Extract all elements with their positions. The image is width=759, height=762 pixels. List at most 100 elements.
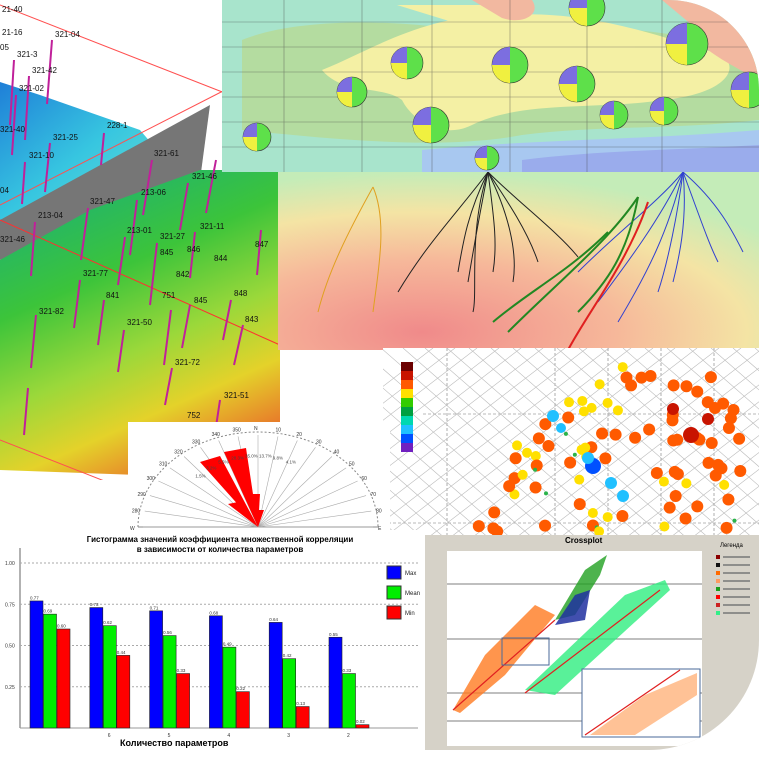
rose-percent-label: 35.0% <box>245 453 258 458</box>
well-label: 321-82 <box>39 307 64 316</box>
well-label: 321-47 <box>90 197 115 206</box>
crossplot-legend-title: Легенда <box>720 543 743 549</box>
bar-value-label: 0.33 <box>177 668 186 673</box>
bar-max <box>29 600 44 729</box>
crossplot-window[interactable]: Crossplot Легенда <box>425 535 759 750</box>
y-tick-label: 1.00 <box>5 561 15 567</box>
bubble <box>612 405 623 416</box>
crossplot-legend-swatch <box>716 555 720 559</box>
pie-marker[interactable] <box>665 22 709 66</box>
3d-surface-view[interactable]: 21-40 21-16 321-04 05 321-3 321-42 321-0… <box>0 0 290 480</box>
bubble <box>650 466 663 479</box>
well-label: 213-04 <box>38 211 63 220</box>
well-label: 213-06 <box>141 188 166 197</box>
pie-marker[interactable] <box>390 46 424 80</box>
bubble <box>487 522 500 535</box>
rose-direction-label: E <box>378 526 382 532</box>
rose-direction-label: 330 <box>192 439 201 445</box>
bubble <box>715 462 728 475</box>
pie-marker[interactable] <box>336 76 368 108</box>
well-label: 321-42 <box>32 66 57 75</box>
pie-marker[interactable] <box>491 46 529 84</box>
bar-max <box>209 615 223 729</box>
bubble-map[interactable] <box>383 348 759 540</box>
pie-marker[interactable] <box>474 145 500 171</box>
rose-diagram[interactable]: N 10 20 30 40 50 60 70 80 E 350 340 330 320 310 300 290 2… <box>128 422 390 534</box>
well-label: 845 <box>160 248 174 257</box>
y-tick-label: 0.50 <box>5 644 15 650</box>
pie-marker[interactable] <box>730 71 759 109</box>
rose-percent-label: 28.3% <box>231 455 244 460</box>
rose-direction-label: N <box>254 426 258 432</box>
bubble <box>594 526 605 537</box>
bar-value-label: 0.02 <box>356 719 365 724</box>
bar-min <box>355 724 370 729</box>
rose-percent-label: 4.1% <box>286 460 296 465</box>
rose-direction-label: 320 <box>174 449 183 455</box>
pie-marker[interactable] <box>649 96 679 126</box>
legend-label: Min <box>405 611 415 617</box>
rose-direction-label: 40 <box>334 449 340 455</box>
bar-max <box>268 622 283 729</box>
bar-mean <box>103 625 117 729</box>
well-label: 213-01 <box>127 226 152 235</box>
bar-min <box>116 655 131 729</box>
crossplot-legend-swatch <box>716 603 720 607</box>
bubble <box>509 489 520 500</box>
well-label: 321-10 <box>29 151 54 160</box>
bar-value-label: 0.13 <box>296 701 305 706</box>
bubble <box>669 490 682 503</box>
bar-max <box>328 636 343 729</box>
rose-direction-label: 30 <box>316 439 322 445</box>
bubble <box>625 379 638 392</box>
bubble <box>668 465 681 478</box>
bubble <box>562 411 575 424</box>
pie-marker[interactable] <box>599 100 629 130</box>
bubble <box>635 371 648 384</box>
rose-percent-label: 5.5% <box>218 460 228 465</box>
pie-marker[interactable] <box>568 0 606 27</box>
bubble <box>667 403 679 415</box>
bubble <box>576 444 587 455</box>
rose-graphic: N 10 20 30 40 50 60 70 80 E 350 340 330 320 310 300 290 2… <box>130 426 382 532</box>
well-label: 321-40 <box>0 125 25 134</box>
well-label: 321-46 <box>0 235 25 244</box>
rose-percent-label: 3.2% <box>206 466 216 471</box>
bar-value-label: 0.56 <box>163 630 172 635</box>
well-label: 321-61 <box>154 149 179 158</box>
bubble <box>563 431 568 436</box>
pie-marker[interactable] <box>558 65 596 103</box>
bubble <box>727 403 740 416</box>
bubble <box>616 510 629 523</box>
bubble <box>722 493 735 506</box>
well-label: 321-46 <box>192 172 217 181</box>
well-label: 843 <box>245 315 259 324</box>
bubble <box>522 447 533 458</box>
correlation-histogram[interactable]: Гистограмма значений коэффициента множес… <box>0 530 425 762</box>
bubble-graphic <box>383 348 759 540</box>
rose-percent-label: 1.5% <box>195 474 205 479</box>
rose-direction-label: 70 <box>371 492 377 498</box>
bubble <box>691 385 704 398</box>
bubble <box>602 512 613 523</box>
crossplot-legend-swatch <box>716 571 720 575</box>
well-label: 21-40 <box>2 5 23 14</box>
bubble <box>658 476 669 487</box>
bubble <box>547 410 559 422</box>
rose-direction-label: 350 <box>232 428 241 434</box>
bubble <box>667 379 680 392</box>
bar-value-label: 0.42 <box>283 653 292 658</box>
bubble <box>702 413 714 425</box>
bar-min <box>56 628 71 729</box>
bar-max <box>89 607 104 729</box>
pie-marker[interactable] <box>412 106 450 144</box>
rose-direction-label: 60 <box>361 476 367 482</box>
bar-mean <box>222 646 237 729</box>
crossplot-title: Crossplot <box>565 536 603 545</box>
facies-map[interactable] <box>222 0 759 172</box>
rose-percent-label: 9.8% <box>273 455 283 460</box>
well-trajectory-map[interactable] <box>278 172 759 350</box>
well-label: 05 <box>0 43 9 52</box>
bubble <box>644 370 657 383</box>
pie-marker[interactable] <box>242 122 272 152</box>
